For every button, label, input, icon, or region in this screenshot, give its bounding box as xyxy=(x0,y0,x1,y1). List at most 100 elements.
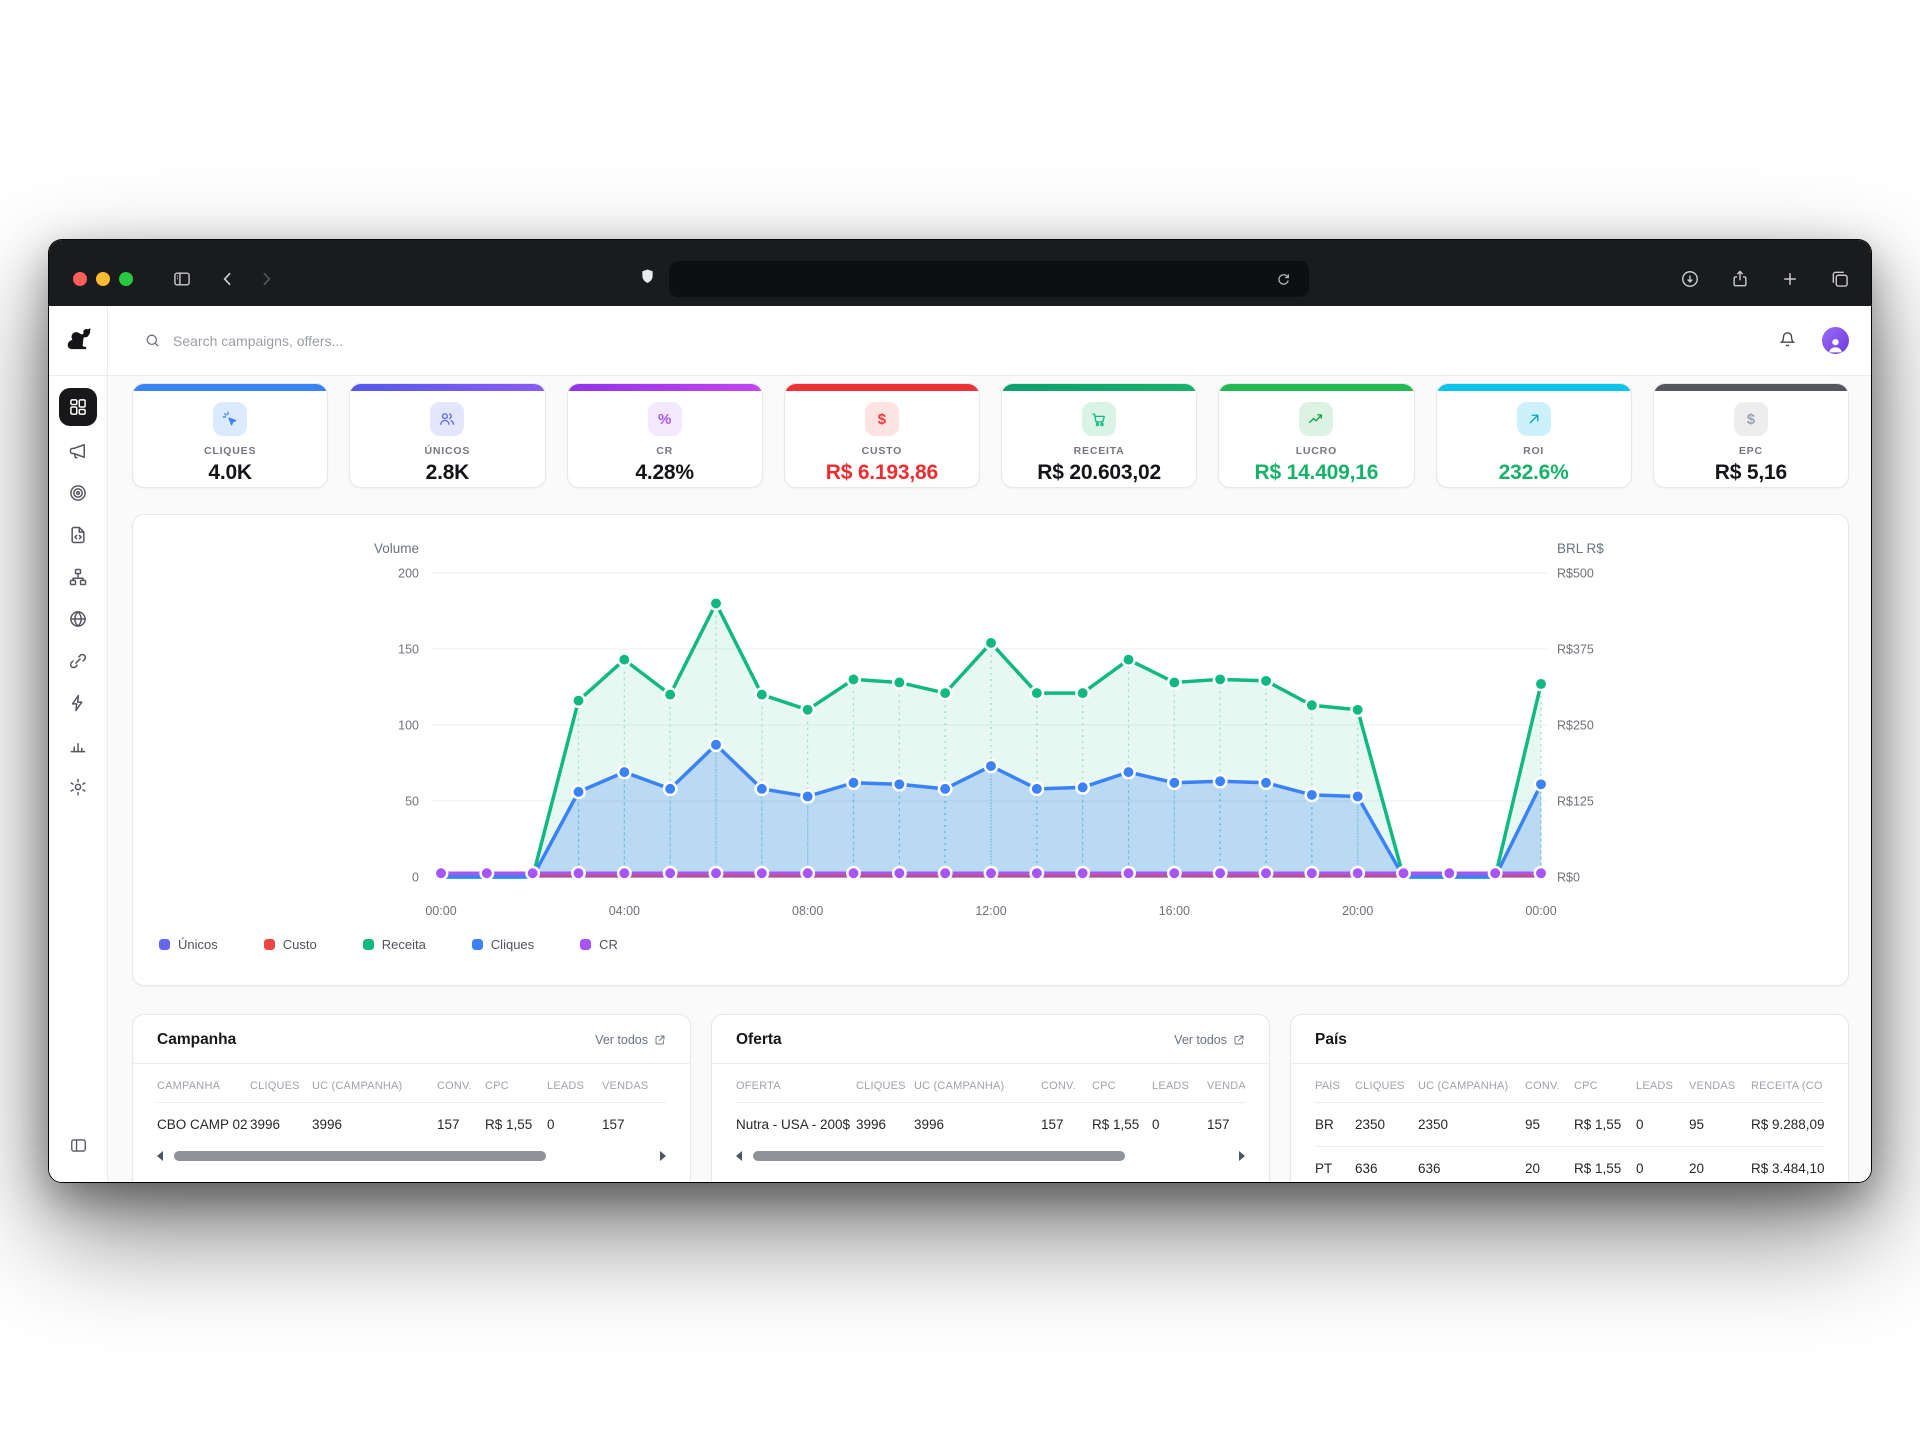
close-window-button[interactable] xyxy=(73,272,87,286)
scroll-right-icon[interactable] xyxy=(1239,1151,1245,1161)
table-cell: 0 xyxy=(1636,1117,1644,1132)
table-row[interactable]: BR 2350 2350 95 R$ 1,55 0 95 R$ 9.288,09 xyxy=(1315,1103,1824,1146)
legend-item-cr[interactable]: CR xyxy=(580,937,618,952)
forward-icon[interactable] xyxy=(251,264,281,294)
column-header: CONV. xyxy=(1525,1080,1560,1092)
table-cell: R$ 1,55 xyxy=(485,1117,533,1132)
privacy-shield-icon xyxy=(638,266,657,293)
sidebar-nav xyxy=(49,376,107,808)
sidebar-item-megaphone-icon[interactable] xyxy=(57,430,99,472)
table-cell: 0 xyxy=(547,1117,555,1132)
table-cell: CBO CAMP 02 xyxy=(157,1117,248,1132)
table-cell: BR xyxy=(1315,1117,1334,1132)
user-avatar[interactable] xyxy=(1822,327,1849,354)
dog-logo[interactable] xyxy=(49,306,107,376)
legend-swatch xyxy=(362,939,374,950)
column-header: UC (CAMPANHA) xyxy=(1418,1080,1509,1092)
main-area: CLIQUES 4.0K ÚNICOS 2.8K% CR 4.28% $ CUSTO R$ 6.… xyxy=(108,306,1871,1182)
scrollbar-thumb[interactable] xyxy=(753,1151,1125,1161)
sidebar-item-globe-icon[interactable] xyxy=(57,598,99,640)
external-link-icon xyxy=(655,1035,665,1045)
svg-text:20:00: 20:00 xyxy=(1342,904,1373,918)
kpi-accent-bar xyxy=(1002,384,1197,391)
table-cell: 3996 xyxy=(856,1117,887,1132)
kpi-label: CLIQUES xyxy=(203,445,257,457)
collapse-sidebar-icon[interactable] xyxy=(57,1124,99,1166)
table-cell: 2350 xyxy=(1418,1117,1449,1132)
global-search[interactable] xyxy=(144,332,1777,349)
scroll-left-icon[interactable] xyxy=(736,1151,742,1161)
column-header: CPC xyxy=(485,1080,509,1092)
table-cell: 157 xyxy=(1207,1117,1230,1132)
url-bar[interactable] xyxy=(668,261,1309,297)
column-header: CONV. xyxy=(437,1080,472,1092)
kpi-value: 232.6% xyxy=(1498,461,1569,484)
scroll-right-icon[interactable] xyxy=(660,1151,666,1161)
column-header: CLIQUES xyxy=(856,1080,906,1092)
sidebar-item-grid-icon[interactable] xyxy=(59,388,97,426)
tab-overview-icon[interactable] xyxy=(1825,264,1855,294)
scroll-left-icon[interactable] xyxy=(157,1151,163,1161)
table-cell: 3996 xyxy=(914,1117,945,1132)
column-header: UC (CAMPANHA) xyxy=(914,1080,1005,1092)
kpi-accent-bar xyxy=(1653,384,1848,391)
dashboard-app: CLIQUES 4.0K ÚNICOS 2.8K% CR 4.28% $ CUSTO R$ 6.… xyxy=(49,306,1871,1182)
table-cell: 20 xyxy=(1525,1161,1541,1176)
sidebar-item-target-icon[interactable] xyxy=(57,472,99,514)
table-cell: 3996 xyxy=(250,1117,281,1132)
scrollbar-track[interactable] xyxy=(749,1151,1232,1161)
panel-title: Oferta xyxy=(736,1031,782,1048)
table-cell: 636 xyxy=(1418,1161,1441,1176)
browser-sidebar-icon[interactable] xyxy=(167,264,197,294)
table-row[interactable]: Nutra - USA - 200$ 3996 3996 157 R$ 1,55 0 157 xyxy=(736,1103,1245,1146)
kpi-card-custo: $ CUSTO R$ 6.193,86 xyxy=(783,383,980,488)
sidebar-item-gear-icon[interactable] xyxy=(57,766,99,808)
legend-item-unicos[interactable]: Únicos xyxy=(159,937,218,952)
kpi-label: CUSTO xyxy=(861,445,903,457)
kpi-accent-bar xyxy=(1436,384,1631,391)
reload-icon[interactable] xyxy=(1269,264,1299,294)
legend-swatch xyxy=(471,939,483,950)
legend-label: Cliques xyxy=(490,937,535,952)
zoom-window-button[interactable] xyxy=(119,272,133,286)
new-tab-icon[interactable] xyxy=(1775,264,1805,294)
legend-item-cliques[interactable]: Cliques xyxy=(471,937,535,952)
legend-swatch xyxy=(159,939,170,950)
back-icon[interactable] xyxy=(213,264,243,294)
sidebar-item-link-icon[interactable] xyxy=(57,640,99,682)
legend-item-receita[interactable]: Receita xyxy=(362,937,426,952)
downloads-icon[interactable] xyxy=(1675,264,1705,294)
kpi-label: CR xyxy=(656,445,673,457)
svg-text:R$0: R$0 xyxy=(1557,871,1580,885)
svg-text:100: 100 xyxy=(398,719,419,733)
kpi-value: R$ 14.409,16 xyxy=(1254,461,1379,484)
ver-todos-link[interactable]: Ver todos xyxy=(595,1033,666,1047)
sidebar-item-file-code-icon[interactable] xyxy=(57,514,99,556)
ver-todos-label: Ver todos xyxy=(1174,1033,1227,1047)
svg-text:BRL R$: BRL R$ xyxy=(1557,541,1604,556)
svg-text:00:00: 00:00 xyxy=(1525,904,1556,918)
horizontal-scrollbar xyxy=(157,1148,666,1164)
legend-swatch xyxy=(580,939,592,950)
notifications-bell-icon[interactable] xyxy=(1777,328,1798,354)
kpi-accent-bar xyxy=(567,384,762,391)
table-row[interactable]: PT 636 636 20 R$ 1,55 0 20 R$ 3.484,10 xyxy=(1315,1146,1824,1182)
sidebar-item-sitemap-icon[interactable] xyxy=(57,556,99,598)
share-icon[interactable] xyxy=(1725,264,1755,294)
svg-text:0: 0 xyxy=(412,871,419,885)
column-header: CPC xyxy=(1574,1080,1598,1092)
column-header: CLIQUES xyxy=(250,1080,300,1092)
scrollbar-track[interactable] xyxy=(170,1151,653,1161)
column-header: CLIQUES xyxy=(1355,1080,1405,1092)
ver-todos-link[interactable]: Ver todos xyxy=(1174,1033,1245,1047)
kpi-card-cliques: CLIQUES 4.0K xyxy=(132,383,329,488)
sidebar-item-bar-chart-icon[interactable] xyxy=(57,724,99,766)
column-header: PAÍS xyxy=(1315,1080,1341,1092)
search-input[interactable] xyxy=(173,332,593,349)
minimize-window-button[interactable] xyxy=(96,272,110,286)
scrollbar-thumb[interactable] xyxy=(174,1151,546,1161)
sidebar-item-bolt-icon[interactable] xyxy=(57,682,99,724)
column-header: CAMPANHA xyxy=(157,1080,221,1092)
legend-item-custo[interactable]: Custo xyxy=(263,937,317,952)
